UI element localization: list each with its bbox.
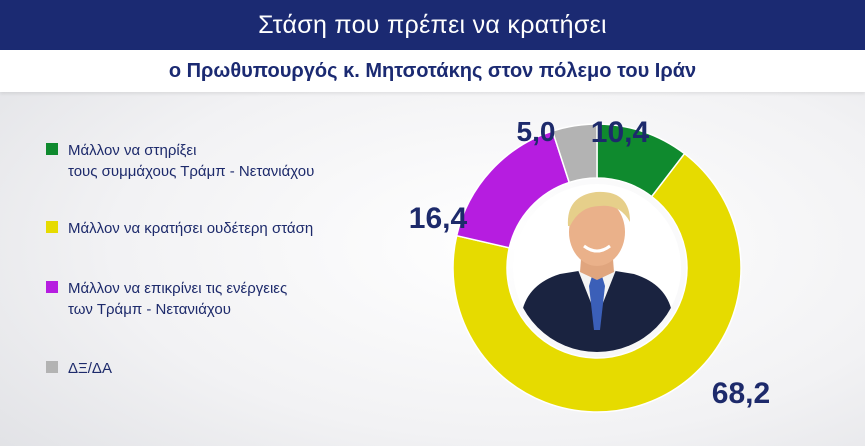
donut-slice-neutral (452, 152, 742, 413)
legend-label-criticize-line1: Μάλλον να επικρίνει τις ενέργειες (68, 280, 288, 297)
legend-label-criticize-line2: των Τράμπ - Νετανιάχου (68, 301, 231, 318)
legend-swatch-neutral (46, 221, 58, 233)
legend-label-support-line2: τους συμμάχους Τράμπ - Νετανιάχου (68, 163, 315, 180)
legend-label-dkna: ΔΞ/ΔΑ (68, 360, 112, 377)
data-label-dkna: 5,0 (517, 116, 556, 147)
legend-swatch-dkna (46, 361, 58, 373)
legend-item-dkna: ΔΞ/ΔΑ (46, 358, 112, 379)
legend-label-support-line1: Μάλλον να στηρίξει (68, 142, 197, 159)
data-label-neutral: 68,2 (712, 377, 770, 410)
legend-swatch-support (46, 143, 58, 155)
legend-item-criticize: Μάλλον να επικρίνει τις ενέργειες των Τρ… (46, 278, 287, 320)
donut-slice-dkna (551, 123, 598, 184)
legend-item-neutral: Μάλλον να κρατήσει ουδέτερη στάση (46, 218, 313, 239)
data-label-support: 10,4 (591, 116, 650, 149)
legend-item-support: Μάλλον να στηρίξει τους συμμάχους Τράμπ … (46, 140, 314, 182)
legend-swatch-criticize (46, 281, 58, 293)
legend-label-neutral: Μάλλον να κρατήσει ουδέτερη στάση (68, 220, 314, 237)
chart-title: Στάση που πρέπει να κρατήσει (0, 0, 865, 50)
portrait-image (513, 184, 681, 352)
data-label-criticize: 16,4 (409, 202, 468, 235)
chart-subtitle: ο Πρωθυπουργός κ. Μητσοτάκης στον πόλεμο… (0, 50, 865, 92)
